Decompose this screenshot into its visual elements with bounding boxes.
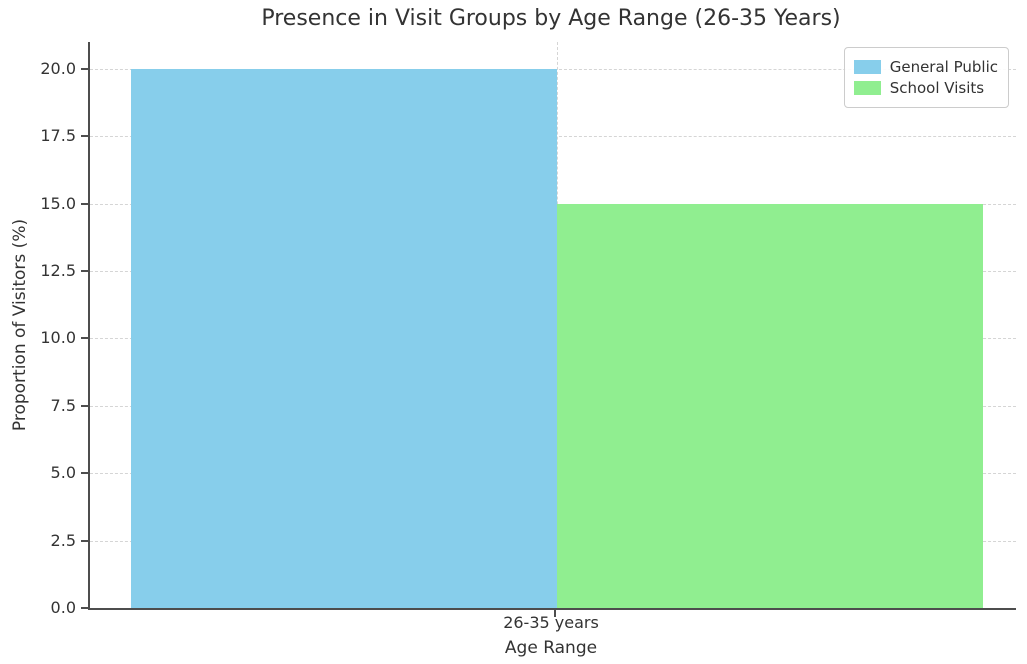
- legend-swatch-icon: [853, 81, 881, 95]
- plot-area: General Public School Visits: [88, 42, 1016, 610]
- y-tick-mark: [81, 202, 88, 205]
- legend-label: School Visits: [889, 79, 985, 97]
- y-tick-mark: [81, 539, 88, 542]
- x-axis-label: Age Range: [504, 638, 598, 658]
- bar-general-public: [131, 68, 557, 608]
- legend-entry-school-visits: School Visits: [853, 79, 998, 97]
- legend-label: General Public: [889, 58, 998, 76]
- y-tick-mark: [81, 135, 88, 138]
- legend: General Public School Visits: [843, 47, 1009, 108]
- bar-school-visits: [557, 203, 983, 608]
- y-tick-label: 0.0: [50, 598, 76, 617]
- y-tick-mark: [81, 337, 88, 340]
- y-tick-label: 15.0: [40, 193, 76, 213]
- x-tick-label: 26-35 years: [503, 613, 599, 632]
- chart-title: Presence in Visit Groups by Age Range (2…: [261, 6, 841, 31]
- y-tick-label: 7.5: [50, 395, 76, 415]
- y-tick-label: 12.5: [40, 261, 76, 281]
- y-tick-label: 2.5: [50, 530, 76, 550]
- y-tick-label: 17.5: [40, 126, 76, 146]
- y-tick-mark: [81, 404, 88, 407]
- legend-swatch-icon: [853, 60, 881, 74]
- x-tick-mark: [554, 610, 556, 617]
- y-tick-mark: [81, 607, 88, 609]
- y-tick-label: 20.0: [40, 58, 76, 78]
- y-tick-mark: [81, 67, 88, 70]
- y-tick-label: 10.0: [40, 328, 76, 348]
- legend-entry-general-public: General Public: [853, 58, 998, 76]
- y-tick-mark: [81, 270, 88, 273]
- y-tick-label: 5.0: [50, 463, 76, 483]
- y-tick-mark: [81, 472, 88, 475]
